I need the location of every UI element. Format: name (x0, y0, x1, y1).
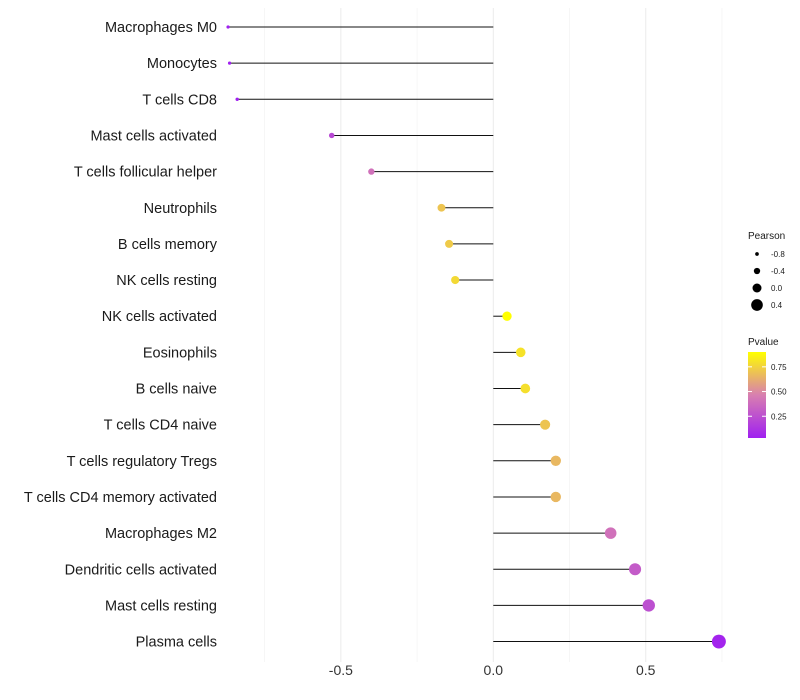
size-legend-label: 0.0 (771, 284, 783, 293)
lollipop-point (451, 275, 460, 285)
lollipop-point (711, 634, 726, 649)
category-label: NK cells resting (116, 273, 217, 289)
color-legend-label: 0.75 (771, 363, 787, 372)
color-legend-label: 0.25 (771, 412, 787, 421)
size-legend-label: -0.4 (771, 267, 785, 276)
lollipop-point (437, 203, 446, 212)
category-label: T cells CD4 memory activated (24, 490, 217, 506)
category-label: T cells regulatory Tregs (67, 454, 217, 470)
lollipop-stems (228, 26, 719, 643)
category-label: NK cells activated (102, 309, 217, 325)
category-label: Mast cells resting (105, 598, 217, 614)
lollipop-point (515, 347, 526, 358)
x-tick-label: 0.0 (484, 662, 504, 678)
size-legend-dot (753, 267, 761, 275)
category-label: Dendritic cells activated (65, 562, 217, 578)
lollipop-point (540, 419, 551, 430)
grid-lines (264, 8, 723, 662)
category-label: Macrophages M2 (105, 526, 217, 542)
color-legend-title: Pvalue (748, 337, 779, 348)
size-legend-dot (751, 299, 763, 311)
category-label: Macrophages M0 (105, 20, 217, 36)
lollipop-point (520, 383, 531, 394)
lollipop-point (550, 491, 561, 503)
lollipop-point (235, 97, 239, 102)
category-label: B cells memory (118, 237, 218, 253)
color-legend-ticks: 0.25 0.50 0.75 (748, 363, 787, 421)
lollipop-point (328, 132, 335, 139)
size-legend-label: -0.8 (771, 250, 785, 259)
x-axis-tick-labels: -0.5 0.0 0.5 (329, 662, 656, 678)
size-legend-title: Pearson (748, 231, 785, 242)
size-legend-label: 0.4 (771, 301, 783, 310)
lollipop-point (550, 455, 561, 466)
lollipop-point (642, 599, 655, 612)
category-label: Eosinophils (143, 345, 217, 361)
legend: Pearson -0.8-0.40.00.4 Pvalue 0.250.500.… (748, 231, 787, 438)
x-tick-label: 0.5 (636, 662, 656, 678)
x-tick-label: -0.5 (329, 662, 353, 678)
lollipop-point (502, 311, 512, 321)
size-legend-dot (752, 283, 762, 293)
lollipop-points (226, 25, 726, 649)
lollipop-point (227, 61, 232, 65)
category-label: T cells CD4 naive (104, 418, 217, 434)
category-label: Monocytes (147, 56, 217, 72)
lollipop-point (368, 168, 375, 175)
category-labels: Macrophages M0 Monocytes T cells CD8 Mast c… (24, 20, 218, 651)
category-label: T cells CD8 (142, 92, 217, 108)
category-label: Mast cells activated (90, 128, 217, 144)
size-legend-dot (755, 252, 759, 256)
size-legend-items: -0.8 -0.4 0.0 0.4 (751, 250, 785, 311)
color-legend-bar (748, 352, 766, 438)
category-label: B cells naive (136, 382, 217, 398)
category-label: T cells follicular helper (74, 165, 217, 181)
lollipop-point (445, 239, 454, 248)
lollipop-point (629, 563, 642, 576)
category-label: Neutrophils (144, 201, 217, 217)
color-legend-label: 0.50 (771, 388, 787, 397)
lollipop-point (604, 527, 617, 539)
category-label: Plasma cells (136, 635, 217, 651)
lollipop-point (226, 25, 230, 29)
